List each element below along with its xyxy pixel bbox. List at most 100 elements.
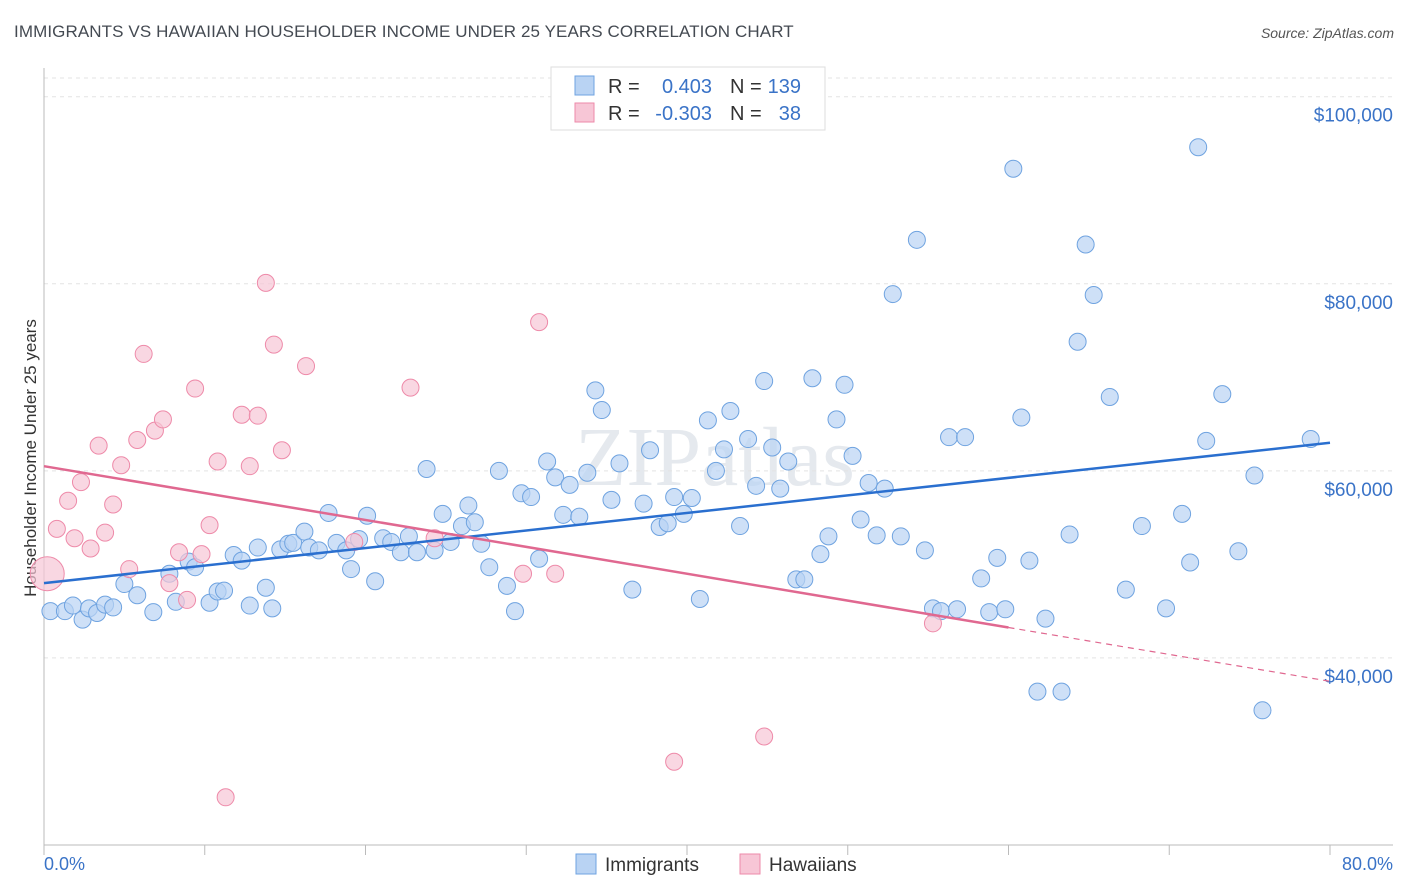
hawaiians-point — [29, 556, 65, 592]
x-tick-marks — [43, 845, 1331, 855]
hawaiians-point — [192, 545, 211, 564]
immigrants-point — [366, 572, 385, 591]
y-tick-label: $60,000 — [1324, 480, 1393, 501]
legend-swatch-hawaiians — [574, 102, 595, 123]
immigrants-point — [907, 230, 926, 249]
immigrants-point — [433, 504, 452, 523]
immigrants-point — [570, 507, 589, 526]
immigrants-point — [948, 600, 967, 619]
immigrants-point — [546, 468, 565, 487]
hawaiians-point — [128, 430, 147, 449]
immigrants-point — [417, 459, 436, 478]
immigrants-point — [538, 452, 557, 471]
immigrants-point — [342, 560, 361, 579]
immigrants-point — [1004, 159, 1023, 178]
hawaiians-point — [104, 495, 123, 514]
immigrants-point — [714, 440, 733, 459]
immigrants-point — [1213, 385, 1232, 404]
legend-n-value-2: 38 — [779, 103, 801, 125]
immigrants-point — [1012, 408, 1031, 427]
immigrants-point — [522, 488, 541, 507]
immigrants-point — [144, 603, 163, 622]
hawaiians-points — [29, 273, 942, 807]
immigrants-point — [1020, 551, 1039, 570]
immigrants-point — [988, 548, 1007, 567]
hawaiians-point — [71, 473, 90, 492]
immigrants-point — [1068, 332, 1087, 351]
hawaiians-point — [208, 452, 227, 471]
immigrants-point — [578, 463, 597, 482]
immigrants-point — [875, 479, 894, 498]
y-tick-label: $40,000 — [1324, 667, 1393, 688]
immigrants-point — [956, 428, 975, 447]
immigrants-point — [641, 441, 660, 460]
immigrants-point — [128, 586, 147, 605]
hawaiians-point — [425, 529, 444, 548]
immigrants-point — [1245, 466, 1264, 485]
y-tick-label: $100,000 — [1314, 106, 1393, 127]
immigrants-point — [690, 589, 709, 608]
legend-box — [550, 66, 826, 131]
immigrants-point — [240, 596, 259, 615]
hawaiians-point — [216, 788, 235, 807]
immigrants-point — [1036, 609, 1055, 628]
legend-n-value-1: 139 — [768, 76, 801, 98]
immigrants-point — [706, 461, 725, 480]
hawaiians-point — [112, 456, 131, 475]
immigrants-point — [747, 476, 766, 495]
immigrants-point — [1052, 682, 1071, 701]
hawaiians-point — [923, 614, 942, 633]
immigrants-point — [731, 517, 750, 536]
hawaiians-point — [65, 529, 84, 548]
immigrants-point — [1181, 553, 1200, 572]
immigrants-trend-line — [43, 441, 1331, 585]
immigrants-point — [779, 452, 798, 471]
legend-r-label-1: R = — [608, 76, 640, 98]
hawaiians-point — [248, 406, 267, 425]
immigrants-point — [1028, 682, 1047, 701]
hawaiians-point — [160, 574, 179, 593]
immigrants-point — [915, 541, 934, 560]
immigrants-point — [309, 541, 328, 560]
x-tick-label-min: 0.0% — [44, 854, 85, 874]
immigrants-point — [851, 510, 870, 529]
immigrants-point — [819, 527, 838, 546]
immigrants-point — [554, 505, 573, 524]
hawaiians-point — [240, 457, 259, 476]
immigrants-point — [658, 514, 677, 533]
immigrants-point — [248, 538, 267, 557]
hawaiians-point — [755, 727, 774, 746]
immigrants-point — [771, 479, 790, 498]
immigrants-point — [505, 602, 524, 621]
immigrants-point — [739, 430, 758, 449]
immigrants-point — [1084, 286, 1103, 305]
source-label: Source: ZipAtlas.com — [1260, 25, 1394, 41]
y-tick-label: $80,000 — [1324, 293, 1393, 314]
immigrants-point — [610, 454, 629, 473]
series-legend: Immigrants Hawaiians — [575, 853, 857, 876]
immigrants-point — [795, 570, 814, 589]
immigrants-point — [530, 549, 549, 568]
immigrants-point — [803, 369, 822, 388]
immigrants-point — [1060, 525, 1079, 544]
immigrants-point — [634, 494, 653, 513]
immigrants-point — [1173, 504, 1192, 523]
hawaiians-point — [401, 378, 420, 397]
hawaiians-point — [272, 441, 291, 460]
hawaiians-point — [665, 752, 684, 771]
legend-r-value-2: -0.303 — [655, 103, 712, 125]
legend-n-label-1: N = — [730, 76, 762, 98]
immigrants-point — [763, 438, 782, 457]
x-tick-label-max: 80.0% — [1342, 854, 1393, 874]
legend-r-value-1: 0.403 — [662, 76, 712, 98]
legend-r-label-2: R = — [608, 103, 640, 125]
immigrants-point — [586, 381, 605, 400]
immigrants-point — [843, 446, 862, 465]
immigrants-point — [1116, 580, 1135, 599]
hawaiians-point — [232, 405, 251, 424]
hawaiians-point — [153, 410, 172, 429]
immigrants-point — [996, 600, 1015, 619]
bottom-legend-label-immigrants: Immigrants — [605, 855, 699, 876]
chart-title: IMMIGRANTS VS HAWAIIAN HOUSEHOLDER INCOM… — [14, 22, 794, 41]
immigrants-point — [459, 496, 478, 515]
